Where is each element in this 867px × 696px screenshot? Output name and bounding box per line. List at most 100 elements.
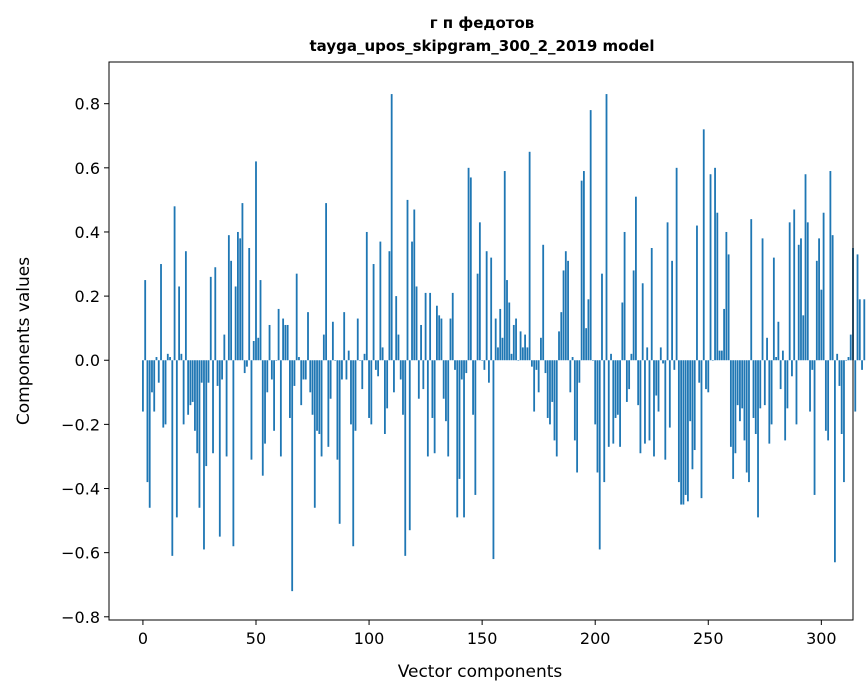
bar	[671, 260, 673, 361]
bar	[492, 360, 495, 560]
bar	[155, 357, 158, 361]
bar	[264, 360, 266, 444]
bar	[460, 360, 463, 380]
bar	[426, 360, 429, 457]
bar	[761, 238, 764, 361]
bar	[365, 231, 368, 361]
bar	[420, 324, 422, 361]
bar	[680, 360, 683, 505]
bar	[508, 302, 511, 361]
bar	[207, 360, 210, 383]
bar	[549, 360, 551, 425]
bar	[279, 360, 282, 457]
bar	[791, 360, 793, 377]
bar	[739, 360, 741, 422]
bar	[499, 308, 502, 361]
bar	[732, 360, 735, 479]
bar	[750, 219, 753, 361]
bar	[436, 305, 438, 361]
bar	[465, 360, 468, 374]
x-axis-label: Vector components	[398, 662, 563, 682]
bar	[820, 289, 823, 361]
bar	[194, 360, 196, 431]
bar	[650, 248, 653, 361]
bar	[605, 94, 608, 361]
bar	[768, 360, 771, 444]
bar	[698, 360, 701, 383]
bar	[289, 360, 291, 418]
bar	[377, 360, 380, 377]
bar	[327, 360, 330, 447]
bar	[497, 347, 499, 361]
bar	[560, 312, 563, 361]
bar	[415, 286, 418, 361]
bar	[429, 292, 432, 361]
bar	[524, 334, 526, 361]
y-tick-label: 0.4	[75, 223, 100, 242]
bar	[148, 360, 151, 508]
bar	[696, 225, 698, 361]
bar	[343, 312, 346, 361]
x-tick-label: 300	[806, 629, 837, 648]
bar	[763, 360, 766, 406]
chart-subtitle: tayga_upos_skipgram_300_2_2019 model	[310, 37, 655, 55]
bar	[481, 360, 484, 361]
bar	[666, 222, 669, 361]
bar	[528, 151, 531, 361]
bar	[831, 235, 834, 361]
bar	[469, 177, 472, 361]
bar	[772, 257, 775, 361]
bar	[445, 360, 447, 422]
bar	[442, 360, 445, 399]
bar	[612, 360, 615, 444]
bar	[372, 264, 375, 361]
bar	[861, 360, 863, 370]
bar	[178, 286, 181, 361]
bar	[189, 360, 192, 406]
bar	[779, 360, 782, 390]
y-tick-label: −0.4	[61, 480, 100, 499]
bar	[216, 360, 219, 386]
bar	[854, 360, 857, 412]
bar	[648, 360, 651, 441]
bar	[180, 353, 183, 361]
bar	[625, 360, 628, 402]
bar	[709, 174, 712, 361]
bar	[151, 360, 153, 393]
bar	[775, 357, 778, 361]
bar	[205, 360, 208, 467]
bar	[639, 360, 642, 454]
bar	[757, 360, 759, 518]
bar	[291, 360, 294, 592]
bar	[356, 318, 359, 361]
bar	[795, 360, 798, 425]
bar	[607, 360, 610, 447]
bar	[209, 276, 212, 361]
bar	[307, 312, 309, 361]
bar	[196, 360, 199, 454]
bar	[157, 360, 160, 383]
bar	[243, 360, 246, 374]
bar	[759, 360, 762, 409]
bar	[331, 321, 334, 361]
bar	[840, 360, 843, 434]
y-tick-label: 0.0	[75, 351, 100, 370]
bar	[589, 110, 592, 361]
bar	[472, 360, 474, 415]
bar	[250, 360, 253, 460]
bar	[261, 360, 264, 476]
bar	[252, 341, 255, 361]
bar	[424, 292, 427, 361]
bar	[454, 360, 456, 370]
bar	[530, 360, 533, 367]
bar	[239, 238, 242, 361]
bar	[576, 360, 579, 473]
bar	[494, 318, 497, 361]
bar	[304, 360, 307, 380]
bar	[689, 360, 692, 422]
bar	[422, 360, 425, 390]
bar	[146, 360, 149, 483]
bar	[800, 238, 802, 361]
bar	[237, 231, 239, 361]
bar	[515, 318, 517, 361]
